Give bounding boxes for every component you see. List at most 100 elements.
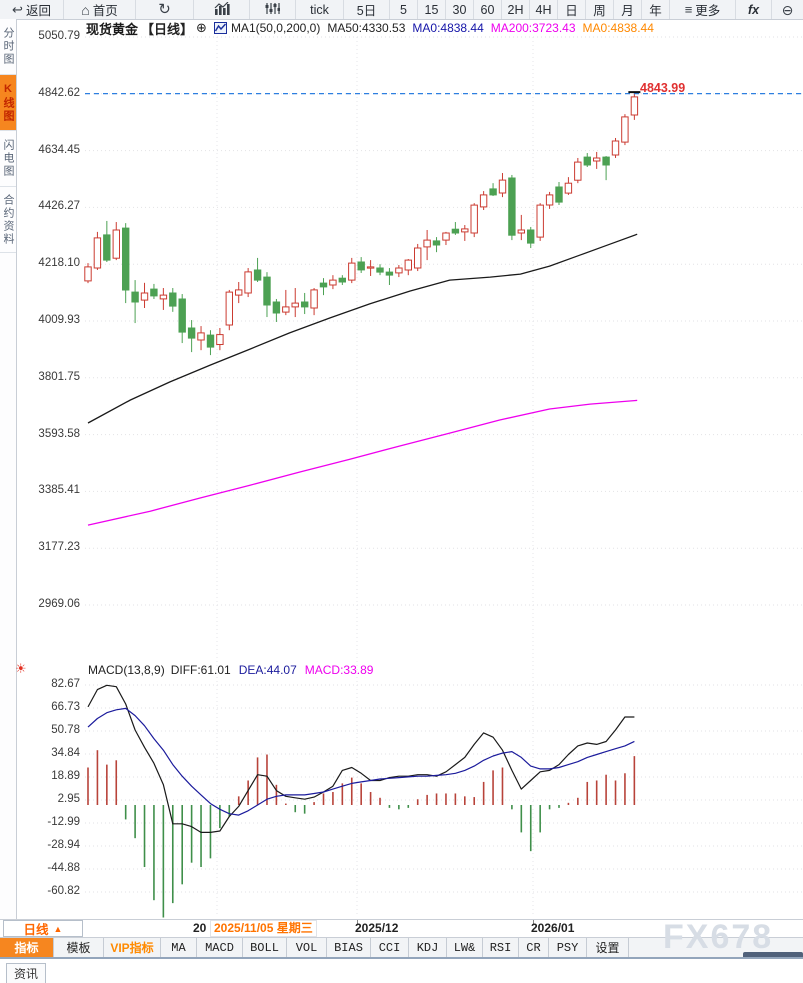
interval-button-周[interactable]: 周 (586, 0, 614, 19)
diff-value: DIFF:61.01 (170, 662, 231, 677)
candle-down (103, 234, 111, 261)
more-button[interactable]: ≡ 更多 (670, 0, 736, 19)
candle-up (216, 334, 224, 346)
indicator-tab-BOLL[interactable]: BOLL (243, 938, 287, 957)
date-tickmark (357, 920, 358, 924)
back-label: 返回 (25, 4, 51, 18)
interval-button-30[interactable]: 30 (446, 0, 474, 19)
refresh-button[interactable]: ↻ (136, 0, 194, 19)
candle-up (310, 289, 318, 309)
ma-settings-label: MA1(50,0,200,0) (230, 21, 321, 35)
price-axis-label: 2969.06 (38, 598, 80, 610)
indicator-tab-VIP指标[interactable]: VIP指标 (104, 938, 161, 957)
candle-up (404, 259, 413, 271)
fx-formula-button[interactable]: fx (736, 0, 772, 19)
candle-down (385, 271, 394, 276)
macd-settings-icon[interactable]: ☀ (15, 661, 27, 676)
chart-type-sidebar: 分时图 K线图 闪电图 合约资料 (0, 19, 17, 919)
period-selector[interactable]: 日线 ▲ (3, 920, 83, 937)
indicator-tab-CCI[interactable]: CCI (371, 938, 409, 957)
candle-up (348, 262, 356, 281)
home-button[interactable]: ⌂ 首页 (64, 0, 136, 19)
price-axis-label: 3593.58 (38, 427, 80, 440)
indicator-tab-MACD[interactable]: MACD (197, 938, 243, 957)
date-axis-bar: 日线 ▲ 20 2025/11/05 星期三 2025/12 2026/01 (0, 919, 803, 937)
back-button[interactable]: ↩ 返回 (0, 0, 64, 19)
more-label: 更多 (695, 4, 721, 18)
candle-down (169, 292, 177, 307)
interval-button-月[interactable]: 月 (614, 0, 642, 19)
interval-button-年[interactable]: 年 (642, 0, 670, 19)
macd-axis-label: 18.89 (51, 770, 80, 782)
horizontal-scrollbar-thumb[interactable] (743, 952, 803, 961)
price-axis-label: 4009.93 (38, 314, 80, 326)
zoom-out-button[interactable]: ⊖ (772, 0, 803, 19)
bar-chart-icon (214, 1, 230, 18)
candle-up (395, 267, 403, 274)
back-arrow-icon: ↩ (12, 2, 23, 17)
candle-up (225, 291, 234, 326)
candle-down (489, 188, 497, 196)
macd-axis-label: 50.78 (51, 724, 80, 736)
sidebar-item-1[interactable]: 分时图 (0, 19, 16, 75)
price-axis-label: 3385.41 (38, 484, 80, 497)
selected-date-label: 2025/11/05 星期三 (210, 920, 317, 937)
macd-axis-label: 2.95 (57, 793, 80, 805)
candle-up (470, 204, 478, 234)
candle-up (630, 96, 639, 116)
indicator-tab-PSY[interactable]: PSY (549, 938, 587, 957)
macd-axis-label: -12.99 (47, 816, 80, 828)
macd-params-label: MACD(13,8,9) (88, 662, 165, 677)
five-day-label: 5日 (356, 4, 377, 18)
tick-interval-button[interactable]: tick (296, 0, 344, 19)
sidebar-item-4[interactable]: 合约资料 (0, 187, 16, 253)
candle-down (263, 276, 271, 306)
hamburger-icon: ≡ (684, 2, 693, 17)
interval-button-5[interactable]: 5 (390, 0, 418, 19)
symbol-name: 现货黄金 (86, 21, 139, 37)
candle-down (527, 229, 535, 244)
chart-style-button[interactable] (194, 0, 250, 19)
interval-button-4H[interactable]: 4H (530, 0, 558, 19)
indicator-tab-设置[interactable]: 设置 (587, 938, 629, 957)
zoom-out-icon: ⊖ (781, 1, 794, 18)
candle-down (206, 334, 215, 348)
ma50-line (87, 233, 638, 424)
indicator-tab-CR[interactable]: CR (519, 938, 549, 957)
interval-button-日[interactable]: 日 (558, 0, 586, 19)
interval-button-60[interactable]: 60 (474, 0, 502, 19)
add-to-favorites-icon[interactable]: ⊕ (196, 20, 207, 35)
interval-button-2H[interactable]: 2H (502, 0, 530, 19)
date-tickmark (533, 920, 534, 924)
news-tab[interactable]: 资讯 (6, 963, 47, 983)
macd-header-row: MACD(13,8,9) DIFF:61.01 DEA:44.07 MACD:3… (88, 662, 373, 677)
candle-down (272, 301, 281, 314)
candle-up (84, 266, 92, 282)
dea-value: DEA:44.07 (238, 662, 297, 677)
indicator-tab-BIAS[interactable]: BIAS (327, 938, 371, 957)
indicator-tab-模板[interactable]: 模板 (54, 938, 104, 957)
candle-up (545, 194, 554, 206)
indicator-tab-LW&[interactable]: LW& (447, 938, 483, 957)
indicator-tab-指标[interactable]: 指标 (0, 938, 54, 957)
indicator-tab-KDJ[interactable]: KDJ (409, 938, 447, 957)
candle-down (376, 267, 384, 273)
candle-up (366, 266, 375, 269)
indicator-tab-RSI[interactable]: RSI (483, 938, 519, 957)
candle-up (244, 271, 252, 294)
candle-up (574, 161, 582, 181)
indicator-tab-MA[interactable]: MA (161, 938, 197, 957)
price-axis-label: 4842.62 (38, 86, 80, 99)
price-axis-label: 3801.75 (38, 370, 80, 383)
sidebar-item-3[interactable]: 闪电图 (0, 131, 16, 187)
sidebar-item-2[interactable]: K线图 (0, 75, 16, 131)
indicator-tab-VOL[interactable]: VOL (287, 938, 327, 957)
interval-5day-button[interactable]: 5日 (344, 0, 390, 19)
candle-up (442, 232, 450, 241)
macd-axis-label: 82.67 (51, 678, 80, 690)
interval-button-15[interactable]: 15 (418, 0, 446, 19)
indicator-settings-button[interactable] (250, 0, 296, 19)
candle-up (140, 292, 149, 301)
